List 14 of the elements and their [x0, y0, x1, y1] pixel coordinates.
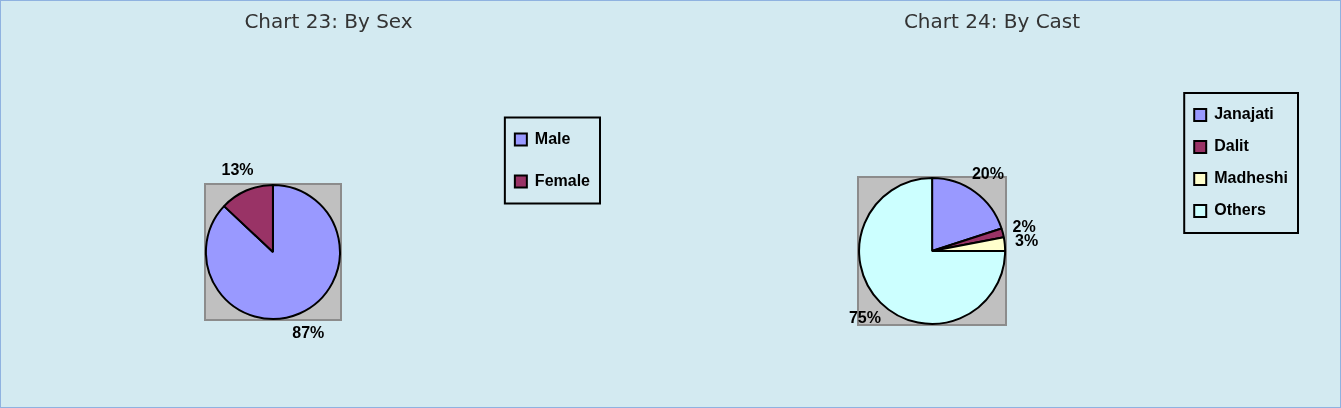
data-label: 13% [221, 160, 254, 178]
data-label: 2% [1012, 217, 1036, 235]
legend-label: Others [1214, 201, 1266, 219]
data-label: 20% [971, 164, 1004, 182]
legend-label: Madheshi [1214, 169, 1289, 187]
data-label: 3% [1015, 232, 1039, 250]
data-label: 75% [848, 308, 881, 326]
chart-title: Chart 24: By Cast [903, 9, 1081, 34]
legend-label: Male [534, 129, 571, 147]
legend-label: Female [534, 171, 591, 189]
legend-label: Janajati [1214, 105, 1274, 123]
chart-title: Chart 23: By Sex [244, 9, 413, 34]
data-label: 87% [292, 324, 325, 342]
legend-label: Dalit [1214, 137, 1250, 155]
